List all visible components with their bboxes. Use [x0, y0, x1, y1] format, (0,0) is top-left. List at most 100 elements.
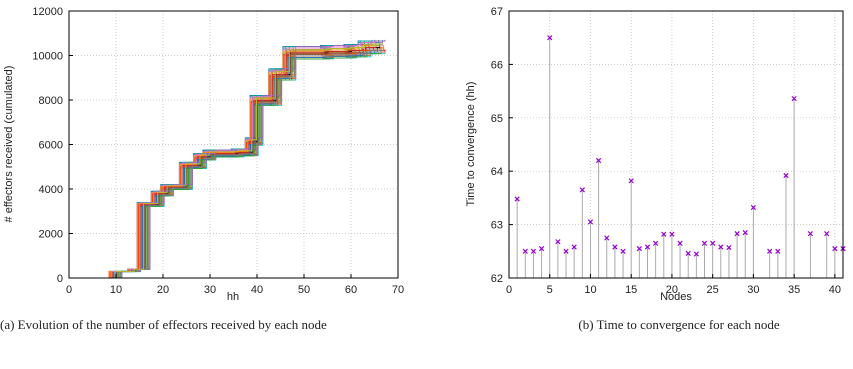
left-series-line	[69, 47, 381, 279]
right-chart-grid	[509, 11, 843, 278]
left-series-line	[69, 43, 373, 279]
right-x-tick-label: 35	[788, 284, 800, 296]
left-chart-ticks: 0 10 20 30 40 50 60 70 0 2000 4000 6000 8000 10000 120…	[32, 6, 404, 296]
right-chart-ticks: 0 5 10 15 20 25 30 35 40 62 63 64 65 66 67	[491, 6, 841, 296]
right-chart-stems	[516, 37, 844, 278]
right-data-point	[824, 231, 830, 237]
left-series-line	[69, 51, 386, 279]
right-data-point	[604, 235, 610, 241]
right-data-point	[710, 240, 716, 246]
right-data-point	[653, 240, 659, 246]
left-y-tick-label: 4000	[39, 184, 63, 196]
left-series-line	[69, 39, 373, 279]
right-data-point	[595, 157, 602, 164]
left-series-line	[69, 52, 380, 279]
right-data-point	[628, 178, 634, 184]
right-data-point	[514, 196, 520, 202]
left-figure-caption: (a) Evolution of the number of effectors…	[0, 317, 327, 332]
left-series-line	[69, 39, 380, 279]
right-y-axis-label: Time to convergence (hh)	[465, 82, 477, 207]
left-series-line	[69, 47, 382, 279]
right-x-tick-label: 10	[584, 284, 596, 296]
left-series-line	[69, 43, 381, 279]
right-data-point	[742, 229, 748, 236]
right-y-tick-label: 64	[491, 166, 503, 178]
left-series-line	[69, 49, 386, 279]
left-x-tick-label: 60	[345, 284, 357, 296]
left-x-tick-label: 20	[157, 284, 169, 296]
left-series-line	[69, 51, 378, 279]
right-figure-caption: (b) Time to convergence for each node	[578, 317, 780, 332]
right-data-point	[636, 246, 642, 252]
right-data-point	[522, 248, 528, 254]
left-series-line	[69, 47, 385, 279]
right-data-point	[547, 35, 553, 41]
left-series-line	[69, 46, 385, 279]
right-x-axis-label: Nodes	[660, 291, 692, 303]
left-x-tick-label: 70	[392, 284, 404, 296]
right-data-point	[734, 231, 740, 237]
left-series-line	[69, 44, 381, 279]
left-chart-grid	[69, 11, 398, 278]
left-series-line	[69, 41, 380, 279]
right-data-point	[718, 244, 724, 250]
right-data-point	[685, 250, 691, 257]
right-y-tick-label: 62	[491, 273, 503, 285]
right-data-point	[701, 240, 708, 246]
left-x-tick-label: 40	[251, 284, 263, 296]
left-series-line	[69, 39, 386, 279]
right-data-point	[587, 219, 594, 225]
right-data-point	[767, 248, 773, 254]
left-series-line	[69, 41, 376, 279]
left-series-line	[69, 39, 376, 279]
right-data-point	[620, 248, 626, 254]
left-series-line	[69, 43, 380, 279]
left-x-axis-label: hh	[227, 291, 239, 303]
right-x-tick-label: 30	[747, 284, 759, 296]
left-y-tick-label: 8000	[39, 95, 63, 107]
right-x-tick-label: 5	[547, 284, 553, 296]
left-series-line	[69, 46, 374, 279]
left-series-line	[69, 49, 385, 279]
left-y-tick-label: 12000	[32, 6, 63, 18]
right-y-tick-label: 63	[491, 220, 503, 232]
right-data-point	[530, 248, 537, 254]
left-y-tick-label: 2000	[39, 229, 63, 241]
right-data-point	[538, 246, 545, 252]
left-series-line	[69, 43, 377, 279]
left-series-line	[69, 51, 376, 279]
left-y-axis-label: # effectors received (cumulated)	[3, 66, 15, 223]
left-series-line	[69, 52, 376, 279]
left-x-tick-label: 30	[204, 284, 216, 296]
left-chart-series	[69, 39, 386, 279]
right-y-tick-label: 65	[491, 113, 503, 125]
left-series-line	[69, 47, 378, 279]
right-data-point	[775, 248, 781, 254]
right-data-point	[579, 187, 585, 193]
right-x-tick-label: 0	[506, 284, 512, 296]
left-y-tick-label: 10000	[32, 51, 63, 63]
right-data-point	[832, 246, 838, 252]
left-series-line	[69, 44, 377, 279]
right-data-point	[807, 231, 814, 237]
left-y-tick-label: 0	[57, 273, 63, 285]
left-x-tick-label: 10	[110, 284, 122, 296]
left-series-line	[69, 41, 373, 279]
right-data-point	[661, 231, 667, 237]
right-data-point	[571, 244, 577, 250]
left-series-line	[69, 52, 386, 279]
left-series-line	[69, 46, 377, 279]
right-data-point	[555, 239, 561, 245]
right-data-point	[677, 240, 683, 246]
right-y-tick-label: 66	[491, 59, 503, 71]
left-series-line	[69, 49, 378, 279]
right-x-tick-label: 25	[707, 284, 719, 296]
left-series-line	[69, 46, 381, 279]
left-series-line	[69, 52, 382, 279]
left-x-tick-label: 0	[66, 284, 72, 296]
right-data-point	[644, 244, 651, 250]
right-x-tick-label: 15	[625, 284, 637, 296]
right-chart-frame	[508, 10, 844, 279]
right-data-point	[612, 244, 618, 250]
